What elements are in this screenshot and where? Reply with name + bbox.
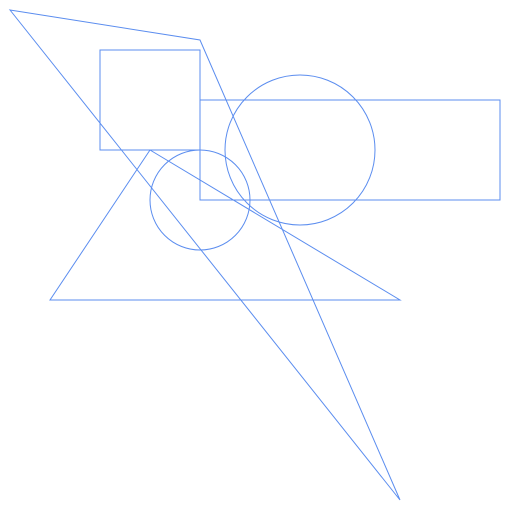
long-quadrilateral-outline	[8, 9, 401, 501]
large-circle-outline	[224, 74, 376, 226]
wide-rectangle-outline	[199, 99, 501, 201]
small-circle-outline	[149, 149, 251, 251]
triangle-outline	[49, 149, 402, 301]
square-outline	[99, 49, 201, 151]
